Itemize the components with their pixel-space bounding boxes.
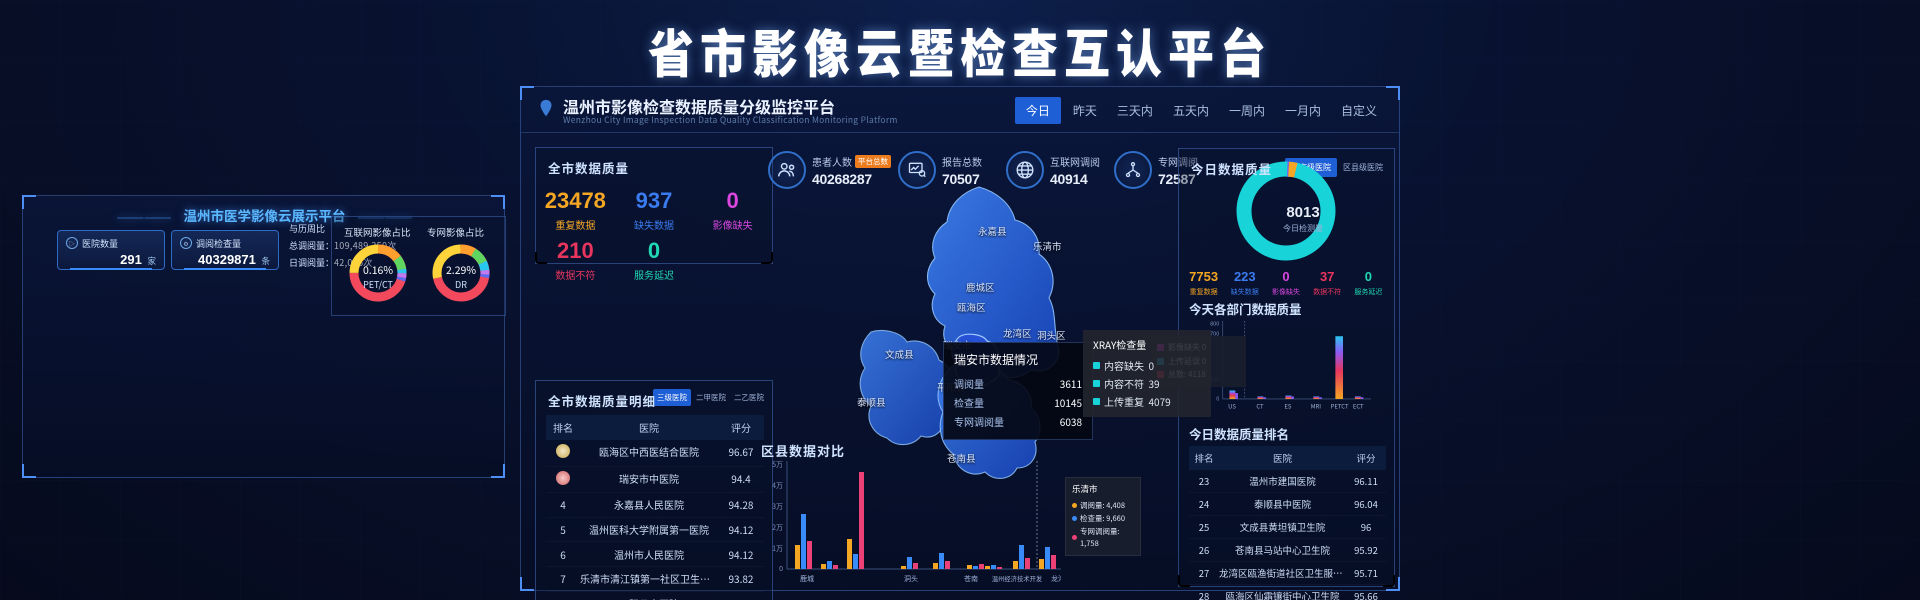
svg-text:龙港: 龙港 xyxy=(1051,574,1061,584)
svg-text:温州经济技术开发: 温州经济技术开发 xyxy=(992,574,1043,583)
svg-text:800: 800 xyxy=(1210,321,1219,327)
svg-text:ECT: ECT xyxy=(1353,401,1364,410)
svg-text:苍南: 苍南 xyxy=(964,574,978,584)
svg-text:5万: 5万 xyxy=(772,461,783,470)
svg-text:MRI: MRI xyxy=(1311,401,1322,410)
svg-text:US: US xyxy=(1228,401,1236,410)
svg-text:PETCT: PETCT xyxy=(1331,401,1349,410)
svg-text:ES: ES xyxy=(1284,401,1291,410)
svg-text:CT: CT xyxy=(1256,401,1264,410)
svg-text:0: 0 xyxy=(779,564,783,574)
svg-text:2万: 2万 xyxy=(772,523,783,533)
svg-text:4万: 4万 xyxy=(772,481,783,491)
svg-text:0: 0 xyxy=(1216,395,1219,403)
svg-text:洞头: 洞头 xyxy=(904,574,918,584)
svg-text:1万: 1万 xyxy=(772,544,783,554)
svg-text:鹿城: 鹿城 xyxy=(800,574,814,584)
svg-text:3万: 3万 xyxy=(772,502,783,512)
